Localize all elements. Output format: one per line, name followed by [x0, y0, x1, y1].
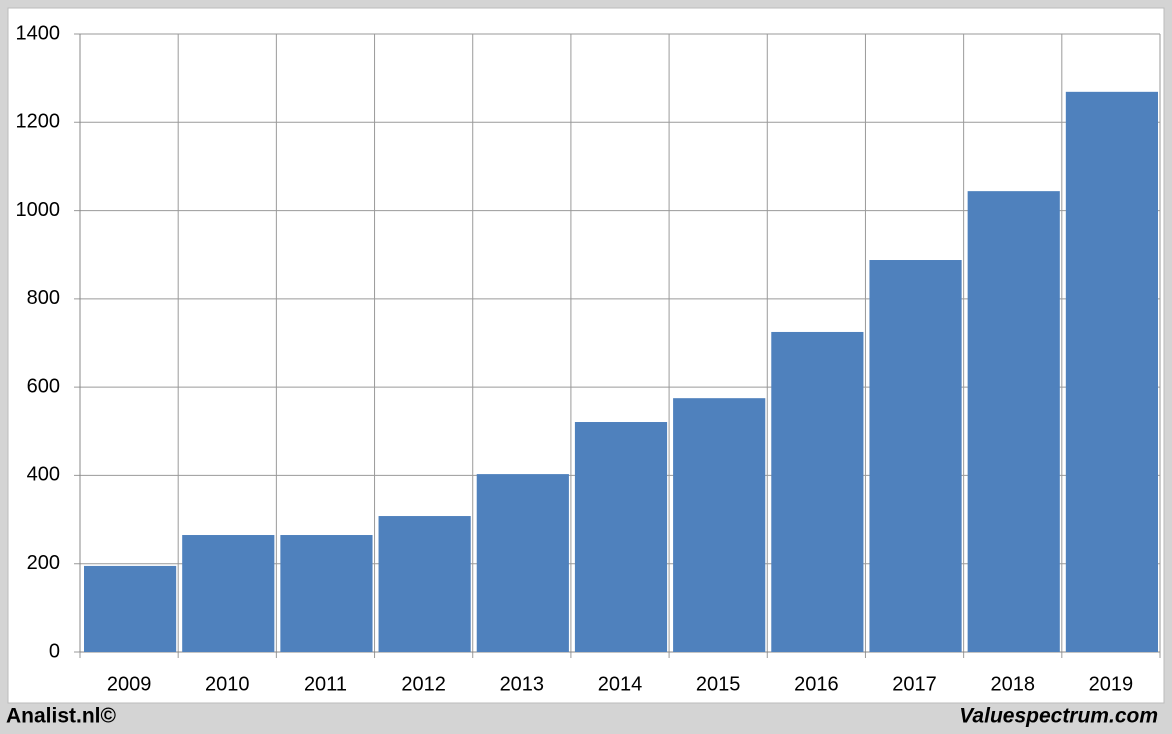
bar [84, 565, 177, 652]
x-tick-label: 2018 [990, 673, 1035, 695]
y-tick-label: 600 [27, 375, 60, 397]
bar [476, 474, 569, 652]
x-tick-label: 2015 [696, 673, 741, 695]
bar [378, 516, 471, 652]
x-tick-label: 2014 [598, 673, 643, 695]
bar [967, 191, 1060, 653]
y-tick-label: 1200 [16, 111, 61, 133]
bar [574, 422, 668, 652]
y-tick-label: 1400 [16, 22, 61, 44]
footer-left: Analist.nl© [6, 705, 117, 728]
bar [1065, 91, 1158, 652]
bar [280, 535, 373, 652]
y-tick-label: 200 [27, 552, 60, 574]
x-tick-label: 2010 [205, 673, 250, 695]
y-tick-label: 800 [27, 287, 60, 309]
bar [869, 260, 962, 652]
bar [182, 535, 275, 652]
footer-right: Valuespectrum.com [959, 705, 1158, 728]
x-tick-label: 2013 [500, 673, 545, 695]
x-tick-label: 2017 [892, 673, 937, 695]
x-tick-label: 2011 [304, 673, 347, 695]
y-tick-label: 1000 [16, 199, 61, 221]
bar [673, 398, 766, 652]
x-tick-label: 2012 [401, 673, 446, 695]
x-tick-label: 2019 [1089, 673, 1134, 695]
bar [771, 331, 864, 652]
y-tick-label: 0 [49, 640, 60, 662]
x-tick-label: 2016 [794, 673, 839, 695]
x-tick-label: 2009 [107, 673, 152, 695]
y-tick-label: 400 [27, 464, 60, 486]
